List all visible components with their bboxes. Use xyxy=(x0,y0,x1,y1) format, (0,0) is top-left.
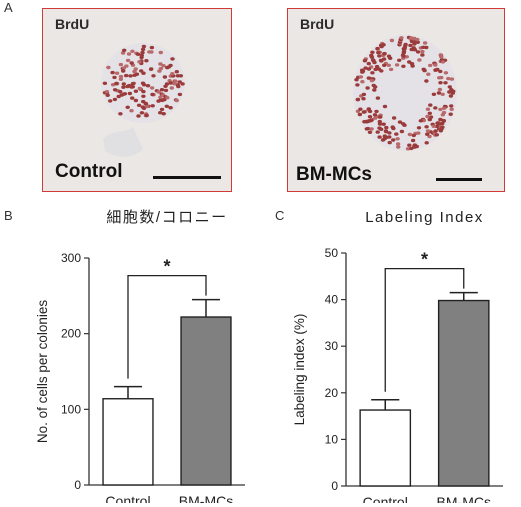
y-tick-label: 40 xyxy=(325,293,339,307)
bar-control xyxy=(102,398,154,486)
control-colony-photo: BrdU Control xyxy=(42,8,232,192)
y-tick-label: 10 xyxy=(325,432,339,446)
y-tick-label: 0 xyxy=(74,478,81,492)
scale-bar xyxy=(153,176,221,179)
x-tick-label: BM-MCs xyxy=(179,493,233,503)
labeling-index-chart: Labeling Index 0 10 20 30 40 50 Labeling index … xyxy=(292,209,503,503)
significance-marker: * xyxy=(421,250,428,270)
chart-title: 細胞数/コロニー xyxy=(106,209,227,226)
photo-stain-label: BrdU xyxy=(55,16,90,32)
y-tick-label: 30 xyxy=(325,339,339,353)
panel-label-b: B xyxy=(4,208,13,223)
x-tick-label: BM-MCs xyxy=(437,494,491,503)
significance-bracket xyxy=(127,274,207,379)
y-tick-label: 200 xyxy=(61,327,81,341)
y-tick-label: 50 xyxy=(325,246,339,260)
chart-title: Labeling Index xyxy=(365,209,484,226)
x-tick-label: Control xyxy=(363,494,408,503)
bmmcs-colony-image xyxy=(288,9,504,191)
y-tick-label: 300 xyxy=(61,251,81,265)
control-colony-image xyxy=(43,9,231,191)
bar-bm-mcs xyxy=(437,299,490,487)
bar-bm-mcs xyxy=(180,316,232,486)
photo-stain-label: BrdU xyxy=(300,16,335,32)
x-tick-label: Control xyxy=(105,493,150,503)
significance-bracket xyxy=(384,267,465,392)
y-tick-label: 100 xyxy=(61,402,81,416)
panel-label-c: C xyxy=(275,208,285,223)
photo-condition-label: BM-MCs xyxy=(296,164,372,185)
cells-per-colony-chart: 細胞数/コロニー 0 100 200 300 No. of cells per colon… xyxy=(35,209,245,503)
bmmcs-colony-photo: BrdU BM-MCs xyxy=(287,8,505,192)
scale-bar xyxy=(436,178,482,181)
bar-control xyxy=(359,409,412,487)
y-tick-label: 20 xyxy=(325,386,339,400)
y-axis-label: No. of cells per colonies xyxy=(35,300,50,444)
panel-label-a: A xyxy=(4,0,13,15)
y-axis-label: Labeling index (%) xyxy=(292,314,307,426)
y-tick-label: 0 xyxy=(331,479,338,493)
photo-condition-label: Control xyxy=(55,161,123,182)
significance-marker: * xyxy=(163,257,170,277)
